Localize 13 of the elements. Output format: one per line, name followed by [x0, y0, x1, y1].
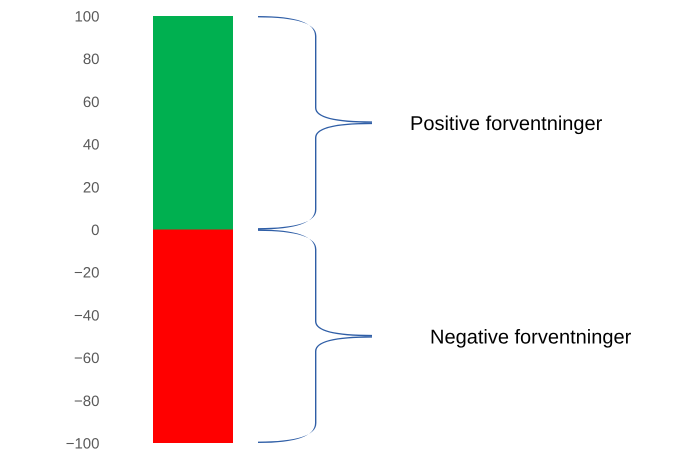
y-tick-label: −20	[74, 264, 100, 282]
y-tick-label: 0	[91, 222, 100, 239]
y-tick-label: 40	[82, 136, 100, 154]
y-tick-label: −40	[74, 307, 100, 324]
y-tick-label: 100	[74, 8, 100, 26]
y-tick-label: 60	[82, 94, 100, 111]
y-tick-label: −100	[66, 436, 100, 452]
text: Negative forventninger	[430, 326, 632, 348]
y-tick-label: 20	[82, 179, 100, 196]
y-tick-label: −80	[74, 392, 100, 410]
y-tick-label: −60	[74, 350, 100, 368]
y-tick-label: 80	[82, 51, 100, 68]
text: Positive forventninger	[410, 112, 603, 135]
